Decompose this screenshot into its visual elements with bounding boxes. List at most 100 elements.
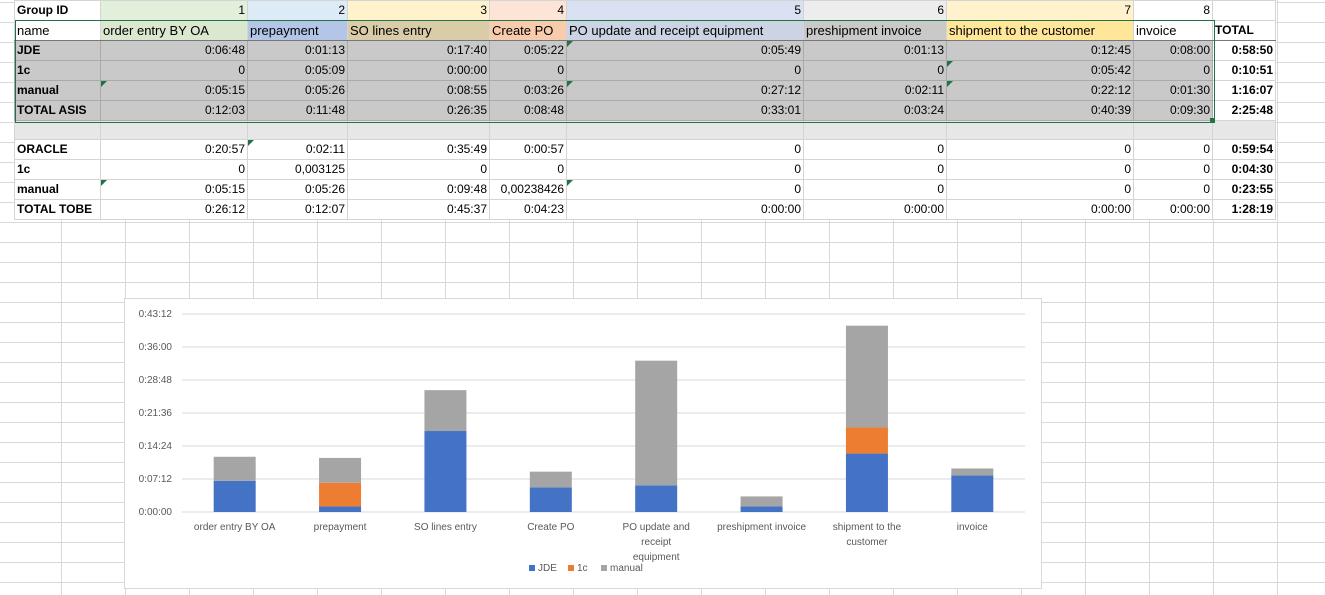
value-cell[interactable]: 0:05:26 — [247, 179, 348, 200]
stage-header-cell[interactable]: order entry BY OA — [100, 20, 248, 41]
stage-header-cell[interactable]: invoice — [1133, 20, 1213, 41]
value-cell[interactable]: 0 — [803, 60, 947, 81]
value-cell[interactable]: 0:08:55 — [347, 80, 490, 101]
stage-header-cell[interactable]: prepayment — [247, 20, 348, 41]
value-cell[interactable]: 0:03:24 — [803, 100, 947, 121]
value-cell[interactable]: 0:45:37 — [347, 199, 490, 220]
bar-segment-jde[interactable] — [951, 475, 994, 512]
value-cell[interactable]: 0:00:00 — [803, 199, 947, 220]
bar-segment-jde[interactable] — [740, 506, 783, 512]
stage-header-cell[interactable]: Create PO — [489, 20, 567, 41]
value-cell[interactable]: 0 — [489, 60, 567, 81]
value-cell[interactable]: 0 — [347, 159, 490, 180]
value-cell[interactable]: 0,00238426 — [489, 179, 567, 200]
group-id-cell[interactable]: 6 — [803, 0, 947, 21]
row-label[interactable]: TOTAL TOBE — [14, 199, 101, 220]
empty-cell[interactable] — [566, 120, 804, 140]
value-cell[interactable]: 0:27:12 — [566, 80, 804, 101]
value-cell[interactable]: 0 — [1133, 159, 1213, 180]
row-label[interactable]: 1c — [14, 159, 101, 180]
empty-cell[interactable] — [1212, 120, 1276, 140]
value-cell[interactable]: 0:08:48 — [489, 100, 567, 121]
value-cell[interactable]: 0:12:07 — [247, 199, 348, 220]
bar-segment-manual[interactable] — [740, 496, 783, 507]
group-id-cell[interactable]: 2 — [247, 0, 348, 21]
bar-segment-manual[interactable] — [424, 390, 467, 432]
value-cell[interactable]: 0 — [566, 139, 804, 160]
value-cell[interactable]: 0:12:45 — [946, 40, 1134, 61]
value-cell[interactable]: 0:09:48 — [347, 179, 490, 200]
empty-cell[interactable] — [1133, 120, 1213, 140]
value-cell[interactable]: 0:17:40 — [347, 40, 490, 61]
group-id-label[interactable]: Group ID — [14, 0, 101, 21]
value-cell[interactable]: 0 — [100, 159, 248, 180]
value-cell[interactable]: 0 — [946, 139, 1134, 160]
value-cell[interactable]: 0:01:30 — [1133, 80, 1213, 101]
value-cell[interactable]: 0:05:22 — [489, 40, 567, 61]
empty-cell[interactable] — [100, 120, 248, 140]
value-cell[interactable]: 0:09:30 — [1133, 100, 1213, 121]
value-cell[interactable]: 0 — [566, 159, 804, 180]
group-id-cell[interactable]: 7 — [946, 0, 1134, 21]
empty-cell[interactable] — [489, 120, 567, 140]
value-cell[interactable]: 0:06:48 — [100, 40, 248, 61]
value-cell[interactable]: 0 — [1133, 60, 1213, 81]
bar-segment-jde[interactable] — [424, 431, 467, 512]
value-cell[interactable]: 0:01:13 — [247, 40, 348, 61]
bar-segment-jde[interactable] — [319, 506, 362, 512]
row-label[interactable]: manual — [14, 179, 101, 200]
value-cell[interactable]: 0:12:03 — [100, 100, 248, 121]
value-cell[interactable]: 0:22:12 — [946, 80, 1134, 101]
group-id-cell[interactable]: 4 — [489, 0, 567, 21]
name-label[interactable]: name — [14, 20, 101, 41]
row-label[interactable]: ORACLE — [14, 139, 101, 160]
group-id-cell[interactable]: 3 — [347, 0, 490, 21]
value-cell[interactable]: 0:05:09 — [247, 60, 348, 81]
value-cell[interactable]: 0:11:48 — [247, 100, 348, 121]
bar-segment-manual[interactable] — [529, 471, 572, 488]
fill-handle[interactable] — [1210, 118, 1215, 123]
row-total-cell[interactable]: 0:59:54 — [1212, 139, 1276, 160]
value-cell[interactable]: 0:04:23 — [489, 199, 567, 220]
value-cell[interactable]: 0:05:49 — [566, 40, 804, 61]
value-cell[interactable]: 0 — [1133, 179, 1213, 200]
bar-segment-jde[interactable] — [213, 480, 256, 512]
empty-cell[interactable] — [14, 120, 101, 140]
row-total-cell[interactable]: 2:25:48 — [1212, 100, 1276, 121]
value-cell[interactable]: 0 — [946, 159, 1134, 180]
bar-segment-manual[interactable] — [213, 456, 256, 481]
row-label[interactable]: manual — [14, 80, 101, 101]
value-cell[interactable]: 0:00:00 — [566, 199, 804, 220]
row-total-cell[interactable]: 1:28:19 — [1212, 199, 1276, 220]
value-cell[interactable]: 0:00:57 — [489, 139, 567, 160]
row-total-cell[interactable]: 0:23:55 — [1212, 179, 1276, 200]
bar-segment-jde[interactable] — [635, 485, 678, 512]
stacked-bar-chart[interactable]: 0:00:00 0:07:12 0:14:24 0:21:36 0:28:48 0:36:… — [124, 298, 1042, 589]
value-cell[interactable]: 0:00:00 — [946, 199, 1134, 220]
value-cell[interactable]: 0 — [803, 139, 947, 160]
value-cell[interactable]: 0 — [803, 159, 947, 180]
value-cell[interactable]: 0:26:35 — [347, 100, 490, 121]
stage-header-cell[interactable]: PO update and receipt equipment — [566, 20, 804, 41]
value-cell[interactable]: 0:40:39 — [946, 100, 1134, 121]
value-cell[interactable]: 0:05:15 — [100, 179, 248, 200]
row-label[interactable]: 1c — [14, 60, 101, 81]
empty-cell[interactable] — [1212, 0, 1276, 21]
stage-header-cell[interactable]: shipment to the customer — [946, 20, 1134, 41]
row-total-cell[interactable]: 0:04:30 — [1212, 159, 1276, 180]
bar-segment-1c[interactable] — [319, 482, 362, 507]
row-total-cell[interactable]: 0:10:51 — [1212, 60, 1276, 81]
bar-segment-jde[interactable] — [529, 487, 572, 512]
empty-cell[interactable] — [247, 120, 348, 140]
bar-segment-jde[interactable] — [845, 453, 888, 512]
empty-cell[interactable] — [946, 120, 1134, 140]
stage-header-cell[interactable]: SO lines entry — [347, 20, 490, 41]
row-label[interactable]: JDE — [14, 40, 101, 61]
value-cell[interactable]: 0:08:00 — [1133, 40, 1213, 61]
bar-segment-1c[interactable] — [845, 427, 888, 454]
bar-segment-manual[interactable] — [635, 360, 678, 486]
empty-cell[interactable] — [347, 120, 490, 140]
total-header[interactable]: TOTAL — [1212, 20, 1276, 41]
group-id-cell[interactable]: 8 — [1133, 0, 1213, 21]
row-label[interactable]: TOTAL ASIS — [14, 100, 101, 121]
